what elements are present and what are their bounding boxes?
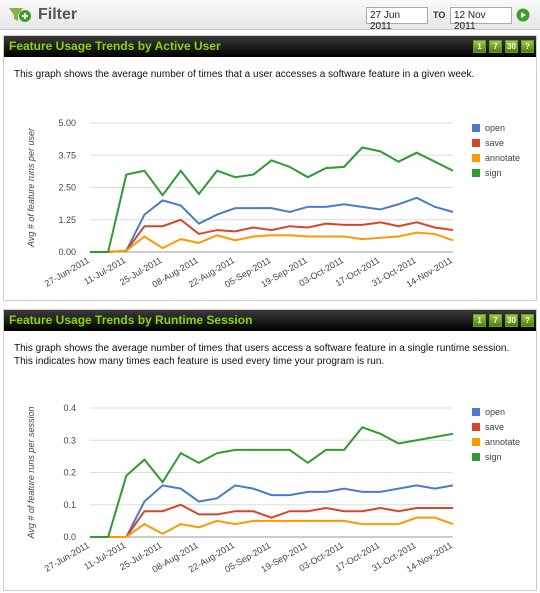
series-line (90, 503, 453, 538)
legend-swatch (472, 423, 480, 431)
panel: Feature Usage Trends by Active User 1 7 … (3, 35, 537, 301)
legend-swatch (472, 408, 480, 416)
series-line (90, 231, 454, 253)
legend-swatch (472, 453, 480, 461)
filter-icon (9, 8, 31, 22)
range-button[interactable]: 1 (473, 40, 486, 53)
y-tick-label: 0.00 (58, 247, 76, 257)
go-button[interactable] (516, 8, 530, 22)
range-button[interactable]: 30 (505, 314, 518, 327)
range-button[interactable]: 1 (473, 314, 486, 327)
legend-label: save (485, 422, 504, 432)
to-date[interactable]: 12 Nov 2011 (450, 7, 512, 32)
legend-label: sign (485, 452, 502, 462)
legend-label: save (485, 138, 504, 148)
x-tick-label: 27-Jun-2011 (43, 540, 91, 574)
y-tick-label: 0.0 (63, 532, 76, 542)
panel-title: Feature Usage Trends by Active User (9, 39, 221, 53)
legend-swatch (472, 169, 480, 177)
series-line (90, 516, 454, 538)
panel-title: Feature Usage Trends by Runtime Session (9, 313, 253, 327)
y-tick-label: 0.2 (63, 468, 76, 478)
y-axis-title: Avg # of feature runs per session (26, 407, 36, 540)
x-tick-label: 27-Jun-2011 (43, 255, 91, 289)
range-button[interactable]: 7 (489, 40, 502, 53)
legend-swatch (472, 139, 480, 147)
panel-bar: Feature Usage Trends by Runtime Session … (4, 310, 536, 331)
y-tick-label: 0.1 (63, 500, 76, 510)
y-axis-title: Avg # of feature runs per user (26, 127, 36, 248)
legend-label: sign (485, 168, 502, 178)
series-line (90, 218, 454, 253)
panel-description: This graph shows the average number of t… (14, 343, 510, 367)
filter-title: Filter (38, 6, 78, 23)
legend-label: annotate (485, 153, 520, 163)
series-line (90, 484, 454, 538)
legend-label: open (485, 407, 505, 417)
y-tick-label: 0.3 (63, 435, 76, 445)
range-button[interactable]: 7 (489, 314, 502, 327)
y-tick-label: 0.4 (63, 403, 76, 413)
range-button[interactable]: 30 (505, 40, 518, 53)
series-line (90, 426, 454, 538)
legend-swatch (472, 438, 480, 446)
y-tick-label: 1.25 (58, 215, 76, 225)
panel-bar: Feature Usage Trends by Active User 1 7 … (4, 36, 536, 57)
filter-bar: Filter 27 Jun 2011 TO 12 Nov 2011 (0, 0, 540, 32)
y-tick-label: 3.75 (58, 150, 76, 160)
help-button[interactable]: ? (521, 314, 534, 327)
help-button[interactable]: ? (521, 40, 534, 53)
legend-swatch (472, 154, 480, 162)
panel-description: This graph shows the average number of t… (14, 69, 475, 80)
series-line (90, 196, 454, 253)
series-line (90, 146, 454, 253)
y-tick-label: 2.50 (58, 183, 76, 193)
from-date[interactable]: 27 Jun 2011 (366, 7, 428, 32)
legend-label: annotate (485, 437, 520, 447)
y-tick-label: 5.00 (58, 118, 76, 128)
legend-label: open (485, 123, 505, 133)
legend-swatch (472, 124, 480, 132)
to-label: TO (433, 10, 446, 20)
